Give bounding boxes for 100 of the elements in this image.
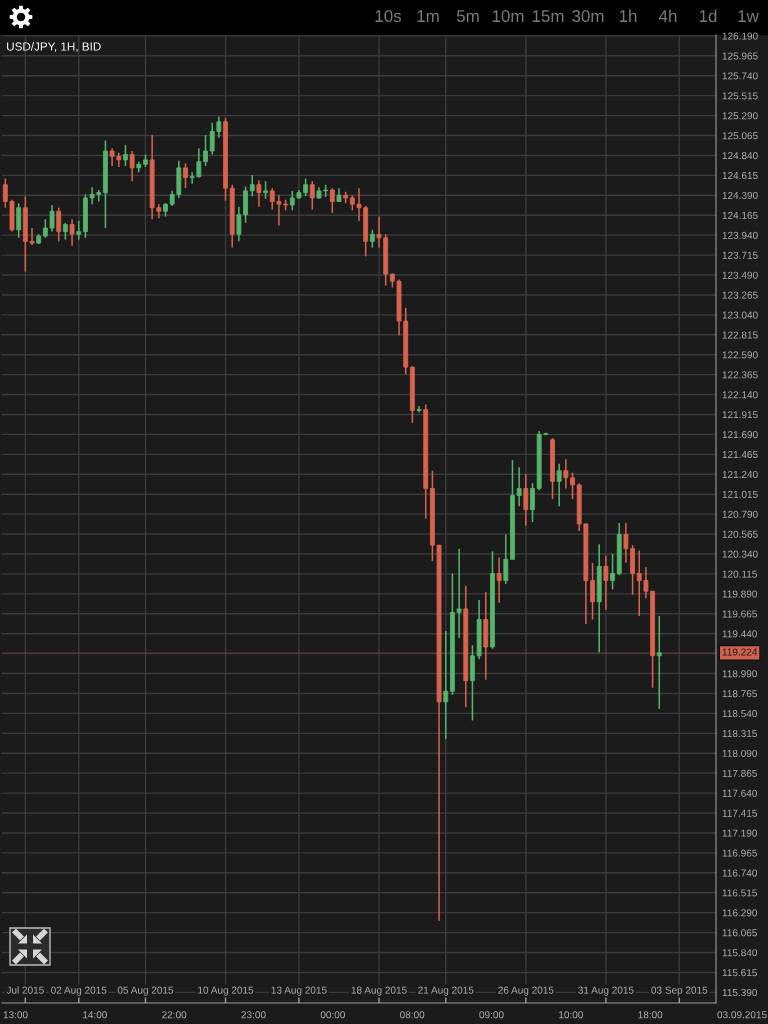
x-tick-label: 02 Aug 2015 [51,986,107,996]
text: 18:00 [638,1011,663,1019]
text: 1m [417,10,439,22]
y-tick-label: 119.440 [722,630,757,638]
y-tick-label: 119.665 [722,610,757,618]
y-tick-label: 121.690 [722,431,758,439]
y-tick-label: 125.515 [722,92,758,100]
y-tick-label: 124.840 [722,152,758,160]
text: 10m [492,10,524,23]
y-tick-label: 118.315 [722,729,757,738]
x-tick-label: 18 Aug 2015 [351,986,407,996]
text: 5m [456,10,479,23]
x-tick-label: 10 Aug 2015 [198,986,254,996]
y-tick-label: 123.715 [722,251,758,259]
y-tick-label: 120.340 [722,550,758,558]
candlestick [656,615,662,710]
y-tick-label: 125.740 [722,72,758,80]
y-tick-label: 124.165 [722,211,758,219]
text: USD/JPY, 1H, BID [7,42,101,53]
y-tick-label: 123.490 [722,271,758,279]
candlestick [256,179,262,208]
candlestick [496,556,502,604]
x-tick-label: 03 Sep 2015 [651,986,708,996]
candlestick [329,187,335,214]
text: 23:00 [241,1011,266,1019]
y-tick-label: 117.640 [722,789,757,797]
text: 10s [375,10,402,23]
y-tick-label: 121.465 [722,450,758,459]
text: 13:00 [3,1011,28,1019]
y-tick-label: 123.265 [722,291,758,299]
x-tick-label: 21 Aug 2015 [418,986,474,996]
y-tick-label: 122.590 [722,351,758,359]
y-tick-label: 117.865 [722,769,757,777]
text: 09:00 [479,1011,504,1019]
text: 1d [699,9,717,23]
y-tick-label: 118.990 [722,670,757,678]
y-tick-label: 118.540 [722,710,757,718]
candlestick [69,218,75,247]
y-tick-label: 120.790 [722,510,758,518]
y-tick-label: 124.615 [722,172,758,180]
x-tick-label: 13 Aug 2015 [271,986,327,996]
candlestick [610,553,615,591]
text: 15m [532,10,564,23]
x-tick-label: Jul 2015 [6,986,44,994]
y-tick-label: 125.965 [722,52,758,60]
y-tick-label: 121.915 [722,411,758,419]
y-tick-label: 120.115 [722,570,757,578]
y-tick-label: 122.140 [722,391,758,399]
candlestick [309,180,315,211]
y-tick-label: 121.240 [722,470,758,478]
y-tick-label: 123.940 [722,231,758,239]
y-tick-label: 125.065 [722,132,758,140]
y-tick-label: 118.090 [722,749,757,757]
y-tick-label: 116.740 [722,869,757,877]
text: 1h [619,9,637,22]
y-tick-label: 115.615 [722,969,757,977]
y-tick-label: 125.290 [722,112,758,120]
y-tick-label: 116.290 [722,909,757,917]
candlestick [443,630,449,740]
candlestick [603,554,609,611]
text: 4h [658,9,677,22]
y-tick-label: 122.815 [722,331,758,339]
y-tick-label: 115.840 [722,949,757,957]
text: 14:00 [83,1011,107,1019]
y-tick-label: 117.190 [722,829,757,837]
y-tick-label: 121.015 [722,490,758,498]
candlestick [123,144,128,167]
y-tick-label: 119.890 [722,590,757,598]
y-tick-label: 123.040 [722,311,758,319]
y-tick-label: 116.065 [722,929,757,937]
text: 08:00 [400,1011,425,1019]
y-tick-label: 115.390 [722,989,757,997]
text: 1w [738,10,759,22]
candlestick [16,202,22,239]
y-tick-label: 117.415 [722,809,757,817]
x-tick-label: 05 Aug 2015 [117,986,174,996]
y-tick-label: 120.565 [722,530,758,538]
y-tick-label: 124.390 [722,191,758,200]
y-tick-label: 122.365 [722,371,758,379]
candlestick [556,462,562,507]
text: 10:00 [559,1011,583,1019]
ref-line-label: 119.224 [722,648,758,656]
candlestick [129,150,135,182]
candlestick [76,220,82,241]
candlestick [249,174,255,197]
candlestick [530,482,535,523]
y-tick-label: 126.190 [722,32,758,40]
candlestick [183,162,188,189]
text: 30m [572,10,604,23]
x-tick-label: 26 Aug 2015 [498,986,554,996]
text: 00:00 [320,1011,345,1019]
text: 03.09.2015 [717,1011,767,1019]
x-tick-label: 31 Aug 2015 [578,986,634,996]
y-tick-label: 116.965 [722,849,757,857]
candlestick [503,533,509,585]
y-tick-label: 116.515 [722,889,757,897]
candlestick [523,473,529,527]
text: 22:00 [162,1011,187,1019]
y-tick-label: 118.765 [722,690,757,698]
candlestick [56,206,62,243]
